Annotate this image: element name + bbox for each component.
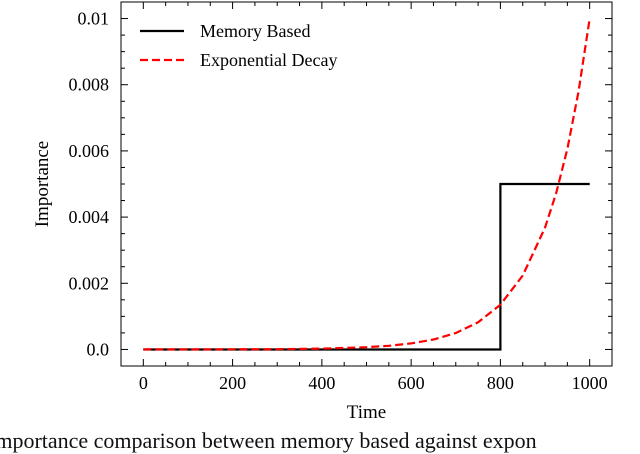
x-tick-label: 200 [219, 373, 246, 393]
x-tick-label: 600 [398, 373, 425, 393]
y-tick-label: 0.002 [69, 273, 110, 293]
y-tick-label: 0.008 [69, 75, 110, 95]
x-tick-label: 800 [487, 373, 514, 393]
legend-label-1: Exponential Decay [200, 50, 337, 70]
y-axis-label: Importance [32, 141, 53, 228]
y-tick-label: 0.004 [69, 207, 110, 227]
y-tick-label: 0.0 [87, 339, 110, 359]
x-tick-label: 400 [308, 373, 335, 393]
x-tick-label: 1000 [572, 373, 608, 393]
x-axis-label: Time [347, 402, 386, 423]
series-line-1 [143, 18, 591, 351]
x-tick-label: 0 [139, 373, 148, 393]
figure-caption: Importance comparison between memory bas… [0, 428, 537, 453]
y-tick-label: 0.01 [78, 9, 110, 29]
y-tick-label: 0.006 [69, 141, 110, 161]
legend-label-0: Memory Based [200, 21, 310, 41]
series-line-0 [143, 182, 590, 351]
